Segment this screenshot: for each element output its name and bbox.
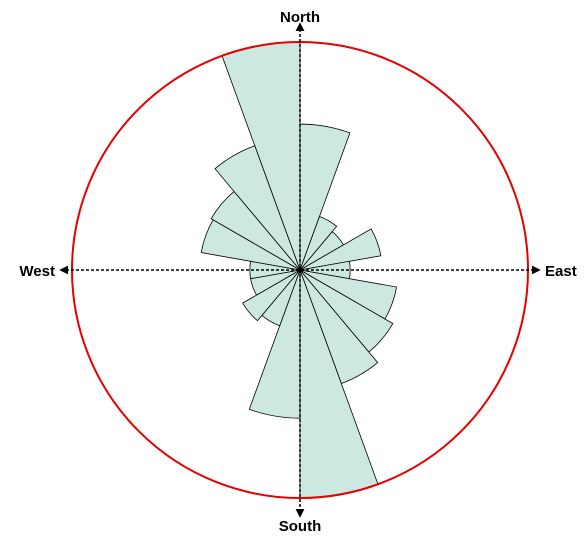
rose-sector-330: [214, 145, 301, 271]
east-label: East: [545, 263, 577, 280]
rose-sector-30: [299, 215, 338, 271]
rose-sector-230: [242, 269, 301, 322]
south-label: South: [279, 518, 322, 535]
rose-sector-70: [299, 228, 382, 271]
north-label: North: [280, 9, 320, 26]
west-label: West: [19, 263, 55, 280]
